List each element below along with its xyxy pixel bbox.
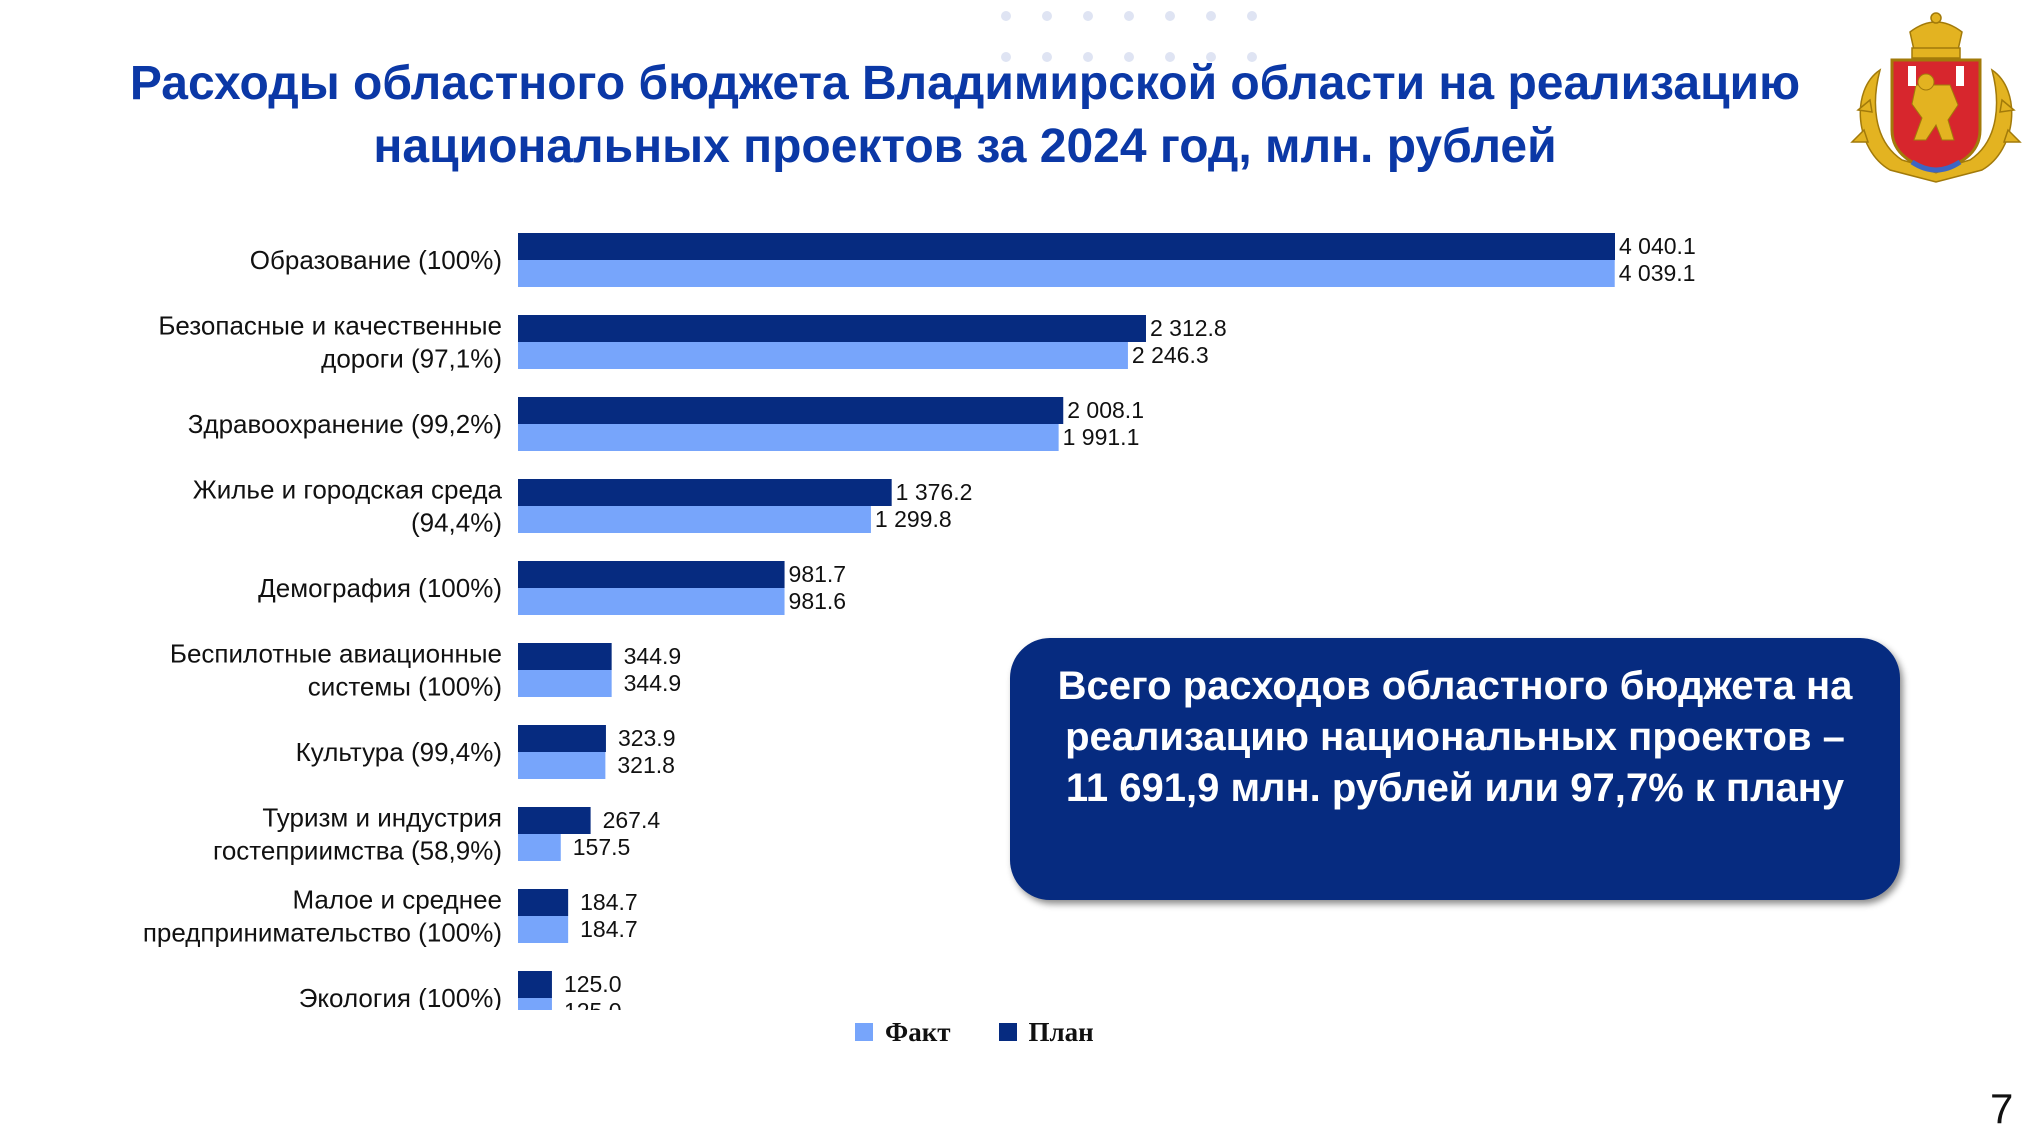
data-label-plan: 2 312.8 <box>1150 315 1227 341</box>
category-label: Образование (100%) <box>250 245 502 275</box>
data-label-plan: 344.9 <box>624 643 682 669</box>
data-label-plan: 125.0 <box>564 971 622 997</box>
category-label-line: (94,4%) <box>411 508 502 538</box>
data-label-plan: 4 040.1 <box>1619 233 1696 259</box>
data-label-plan: 2 008.1 <box>1067 397 1144 423</box>
bar-plan <box>518 479 892 506</box>
category-label-line: Беспилотные авиационные <box>170 639 502 669</box>
bar-chart: Образование (100%) 4 040.14 039.1 Безопасн… <box>143 233 1696 1010</box>
data-label-fact: 344.9 <box>624 670 682 696</box>
data-label-fact: 157.5 <box>573 834 631 860</box>
category-label-line: Малое и среднее <box>292 885 502 915</box>
data-label-fact: 981.6 <box>789 588 847 614</box>
category-label-line: дороги (97,1%) <box>321 344 502 374</box>
data-label-fact: 1 991.1 <box>1063 424 1140 450</box>
bar-fact <box>518 998 552 1010</box>
data-label-fact: 4 039.1 <box>1619 260 1696 286</box>
bar-plan <box>518 561 785 588</box>
total-summary-box: Всего расходов областного бюджета на реа… <box>1010 638 1900 900</box>
category-label-line: Образование (100%) <box>250 245 502 275</box>
data-label-fact: 2 246.3 <box>1132 342 1209 368</box>
chart-legend: Факт План <box>855 1012 1142 1052</box>
bar-plan <box>518 725 606 752</box>
data-label-plan: 184.7 <box>580 889 638 915</box>
data-label-fact: 125.0 <box>564 998 622 1010</box>
bar-plan <box>518 315 1146 342</box>
bar-plan <box>518 397 1064 424</box>
page-number: 7 <box>1990 1085 2014 1132</box>
category-label-line: Демография (100%) <box>258 573 502 603</box>
data-label-plan: 1 376.2 <box>896 479 973 505</box>
category-label-line: системы (100%) <box>308 672 502 702</box>
category-label-line: Безопасные и качественные <box>158 311 502 341</box>
category-label: Малое и среднее предпринимательство (100%… <box>143 885 502 948</box>
data-label-fact: 1 299.8 <box>875 506 952 532</box>
page-title: Расходы областного бюджета Владимирской … <box>40 52 1890 178</box>
bar-fact <box>518 260 1615 287</box>
legend-label-plan: План <box>1028 1016 1094 1047</box>
data-label-plan: 267.4 <box>603 807 661 833</box>
total-line-1: Всего расходов областного бюджета на <box>1057 664 1853 708</box>
category-label-line: гостеприимства (58,9%) <box>213 836 502 866</box>
bar-fact <box>518 752 606 779</box>
vladimir-oblast-coat-of-arms-icon <box>1850 12 2022 183</box>
bar-plan <box>518 971 552 998</box>
total-line-3: 11 691,9 млн. рублей или 97,7% к плану <box>1065 766 1845 810</box>
category-label: Культура (99,4%) <box>296 737 502 767</box>
legend-swatch-plan <box>998 1023 1017 1041</box>
legend-item-plan: План <box>998 1016 1094 1048</box>
category-label: Безопасные и качественные дороги (97,1%) <box>158 311 502 374</box>
bar-plan <box>518 889 569 916</box>
bar-fact <box>518 588 785 615</box>
legend-label-fact: Факт <box>885 1016 951 1047</box>
category-label-line: Культура (99,4%) <box>296 737 502 767</box>
bar-plan <box>518 807 591 834</box>
title-line-2: национальных проектов за 2024 год, млн. … <box>373 120 1557 173</box>
category-label-line: предпринимательство (100%) <box>143 918 502 948</box>
category-label-line: Туризм и индустрия <box>262 803 502 833</box>
category-label: Демография (100%) <box>258 573 502 603</box>
category-label: Экология (100%) <box>299 983 502 1010</box>
decorative-dots <box>1001 11 1257 62</box>
data-label-fact: 184.7 <box>580 916 638 942</box>
legend-swatch-fact <box>855 1023 873 1041</box>
category-label: Туризм и индустрия гостеприимства (58,9%) <box>213 803 502 866</box>
bar-fact <box>518 506 871 533</box>
category-label: Здравоохранение (99,2%) <box>188 409 502 439</box>
bar-fact <box>518 424 1059 451</box>
legend-item-fact: Факт <box>855 1017 951 1048</box>
category-label-line: Жилье и городская среда <box>193 475 503 505</box>
bar-fact <box>518 916 569 943</box>
bar-fact <box>518 670 612 697</box>
data-label-plan: 323.9 <box>618 725 676 751</box>
bar-fact <box>518 342 1128 369</box>
data-label-plan: 981.7 <box>789 561 847 587</box>
total-line-2: реализацию национальных проектов – <box>1065 715 1845 759</box>
bar-fact <box>518 834 561 861</box>
category-label: Жилье и городская среда (94,4%) <box>193 475 503 538</box>
title-line-1: Расходы областного бюджета Владимирской … <box>129 57 1801 110</box>
bar-plan <box>518 643 612 670</box>
category-label-line: Здравоохранение (99,2%) <box>188 409 502 439</box>
category-label: Беспилотные авиационные системы (100%) <box>170 639 502 702</box>
data-label-fact: 321.8 <box>617 752 675 778</box>
category-label-line: Экология (100%) <box>299 983 502 1010</box>
bar-plan <box>518 233 1615 260</box>
